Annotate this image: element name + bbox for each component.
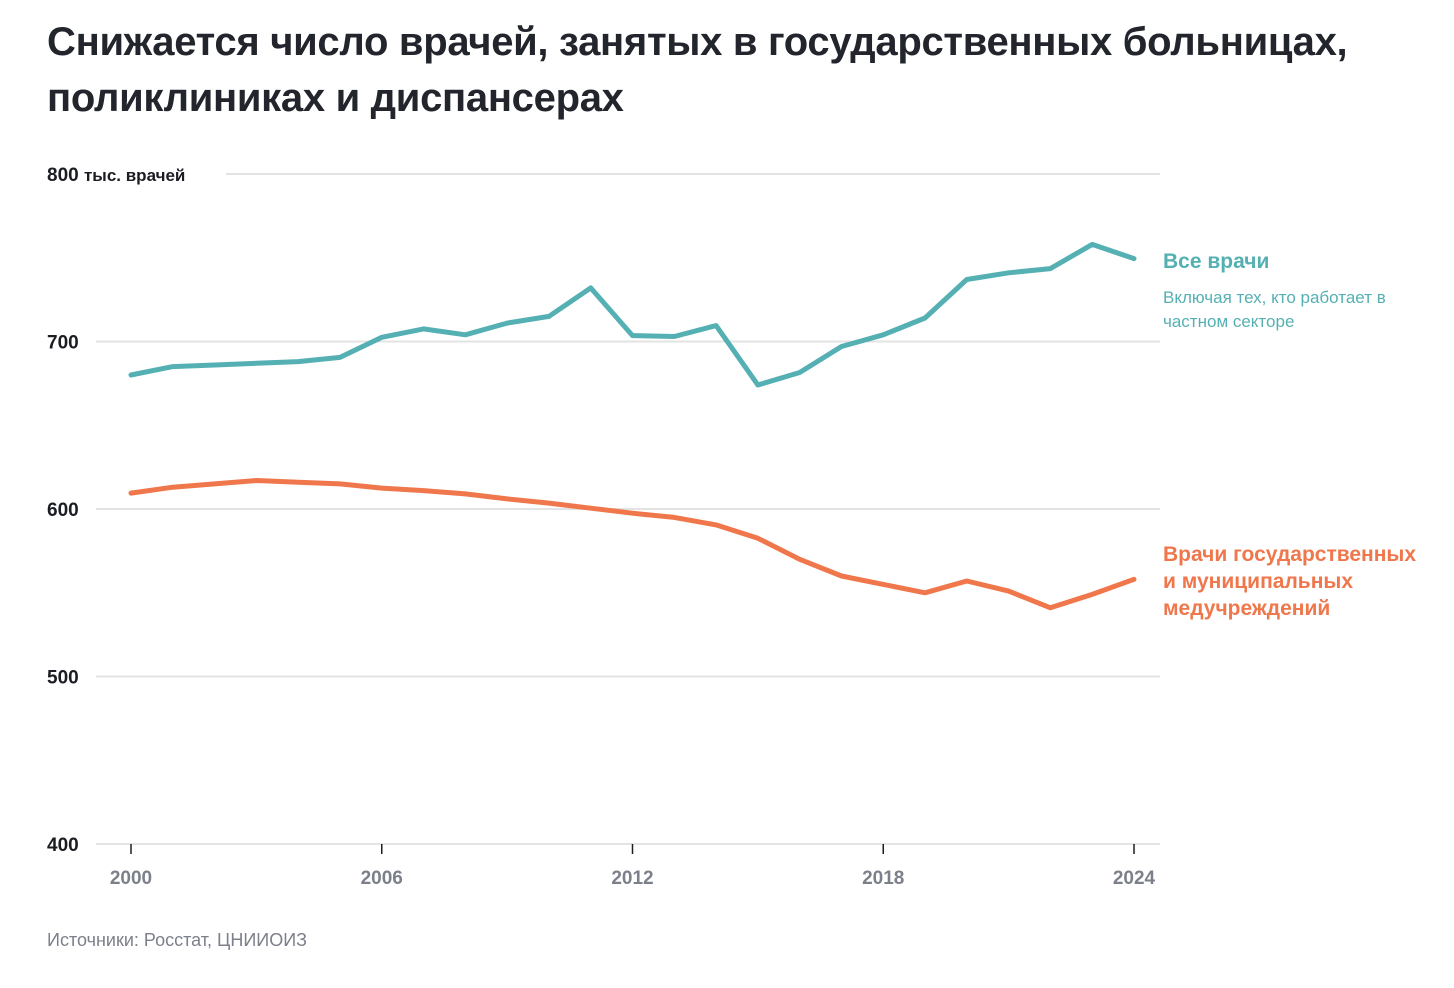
legend-sublabel-all-doctors: Включая тех, кто работает в частном сект… (1163, 286, 1433, 334)
legend-sublabel-text: Включая тех, кто работает в частном сект… (1163, 288, 1386, 331)
y-tick-label-400: 400 (47, 835, 79, 856)
series-line-all-doctors (128, 241, 1137, 388)
legend-label-line-1: Врачи государственных (1163, 543, 1417, 566)
chart-title-line-2: поликлиниках и диспансерах (47, 76, 624, 120)
series-line-public-doctors (128, 478, 1137, 611)
x-tick-label-2012: 2012 (611, 868, 653, 889)
y-axis-labels: 400 500 600 700 800 тыс. врачей (47, 165, 185, 856)
x-tick-label-2018: 2018 (862, 868, 904, 889)
legend-label-line-3: медучреждений (1163, 597, 1331, 620)
legend-label-all-doctors: Все врачи (1163, 250, 1270, 273)
legend-label-line-2: и муниципальных (1163, 570, 1354, 593)
y-tick-label-800: 800 тыс. врачей (47, 165, 185, 186)
x-tick-label-2006: 2006 (361, 868, 403, 889)
series-lines (128, 241, 1137, 611)
chart-title: Снижается число врачей, занятых в госуда… (47, 14, 1447, 126)
chart-title-line-1: Снижается число врачей, занятых в госуда… (47, 20, 1348, 64)
y-tick-label-600: 600 (47, 500, 79, 521)
x-tick-label-2024: 2024 (1113, 868, 1156, 889)
gridlines (96, 173, 1160, 845)
legend-label-public-doctors: Врачи государственных и муниципальных ме… (1163, 541, 1416, 622)
x-axis: 2000 2006 2012 2018 2024 (110, 844, 1156, 889)
source-note: Источники: Росстат, ЦНИИОИЗ (47, 930, 308, 950)
x-tick-label-2000: 2000 (110, 868, 152, 889)
y-tick-label-500: 500 (47, 668, 79, 689)
y-tick-label-700: 700 (47, 333, 79, 354)
